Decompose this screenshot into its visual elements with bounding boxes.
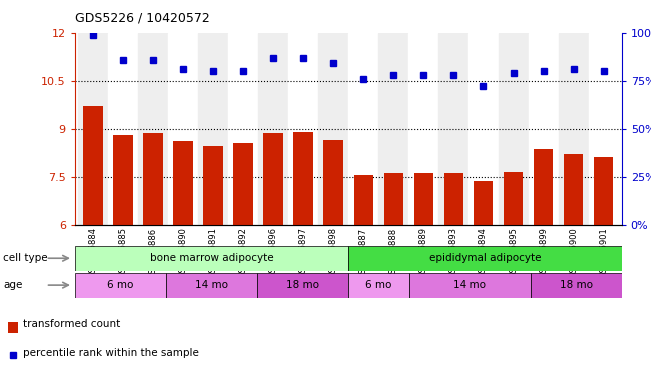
Bar xyxy=(173,141,193,225)
Bar xyxy=(78,33,108,225)
Bar xyxy=(564,154,583,225)
Bar xyxy=(438,33,469,225)
Bar xyxy=(8,322,18,333)
Bar xyxy=(353,175,373,225)
Bar xyxy=(348,33,378,225)
Text: age: age xyxy=(3,280,23,290)
Bar xyxy=(499,33,529,225)
Bar xyxy=(264,134,283,225)
Bar xyxy=(324,140,343,225)
Bar xyxy=(83,106,103,225)
Bar xyxy=(413,174,433,225)
Text: transformed count: transformed count xyxy=(23,319,120,329)
Text: bone marrow adipocyte: bone marrow adipocyte xyxy=(150,253,273,263)
Bar xyxy=(138,33,168,225)
Bar xyxy=(75,246,348,271)
Text: cell type: cell type xyxy=(3,253,48,263)
Bar xyxy=(258,33,288,225)
Bar xyxy=(408,33,438,225)
Bar xyxy=(294,132,313,225)
Bar xyxy=(143,134,163,225)
Text: 6 mo: 6 mo xyxy=(365,280,392,290)
Bar xyxy=(589,33,618,225)
Bar xyxy=(203,146,223,225)
Bar xyxy=(288,33,318,225)
Text: 14 mo: 14 mo xyxy=(195,280,228,290)
Text: GDS5226 / 10420572: GDS5226 / 10420572 xyxy=(75,12,210,25)
Text: 18 mo: 18 mo xyxy=(286,280,319,290)
Bar xyxy=(378,33,408,225)
Bar xyxy=(228,33,258,225)
Bar xyxy=(469,33,499,225)
Text: 6 mo: 6 mo xyxy=(107,280,133,290)
Bar xyxy=(108,33,138,225)
Bar xyxy=(166,273,257,298)
Bar xyxy=(559,33,589,225)
Bar xyxy=(233,143,253,225)
Bar xyxy=(594,157,613,225)
Text: percentile rank within the sample: percentile rank within the sample xyxy=(23,348,199,358)
Bar xyxy=(383,174,403,225)
Bar xyxy=(198,33,228,225)
Text: epididymal adipocyte: epididymal adipocyte xyxy=(429,253,541,263)
Bar xyxy=(257,273,348,298)
Bar xyxy=(348,246,622,271)
Bar xyxy=(531,273,622,298)
Bar xyxy=(409,273,531,298)
Bar xyxy=(318,33,348,225)
Bar xyxy=(168,33,198,225)
Bar xyxy=(348,273,409,298)
Bar xyxy=(534,149,553,225)
Bar xyxy=(113,135,133,225)
Text: 18 mo: 18 mo xyxy=(560,280,592,290)
Text: 14 mo: 14 mo xyxy=(453,280,486,290)
Bar xyxy=(529,33,559,225)
Bar xyxy=(75,273,166,298)
Bar xyxy=(444,174,464,225)
Bar xyxy=(504,172,523,225)
Bar xyxy=(474,182,493,225)
